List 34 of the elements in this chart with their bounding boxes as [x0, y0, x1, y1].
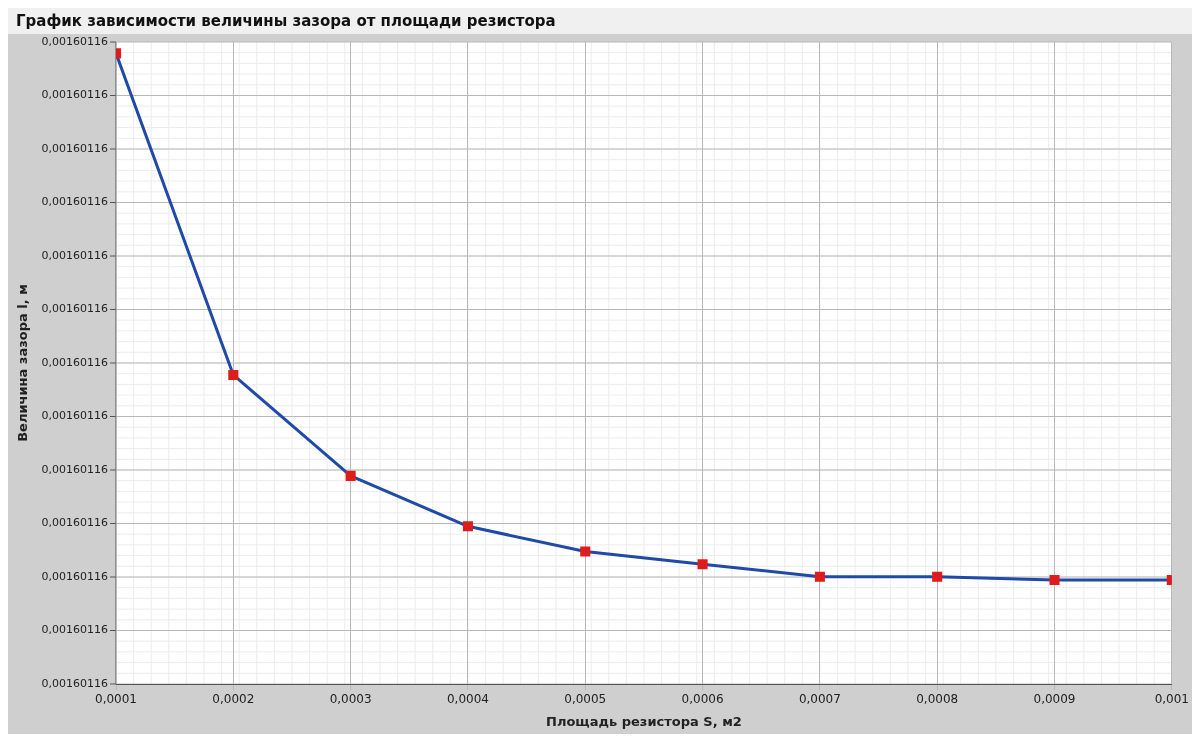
- point: [345, 470, 356, 481]
- x-tick-label: 0,0006: [681, 692, 724, 707]
- x-tick-label: 0,0001: [95, 692, 137, 707]
- x-tick-label: 0,0008: [916, 692, 959, 707]
- x-axis-title: Площадь резистора S, м2: [546, 713, 742, 729]
- x-tick-label: 0,0007: [798, 692, 841, 707]
- text: 0,00160116: [41, 88, 108, 102]
- x-tick-label: 0,001: [1154, 692, 1189, 707]
- point: [228, 369, 239, 381]
- point: [697, 559, 708, 570]
- x-tick-label: 0,0002: [212, 692, 255, 707]
- point: [462, 521, 473, 532]
- text: 0,00160116: [41, 516, 108, 530]
- text: 0,00160116: [41, 195, 108, 209]
- point: [932, 571, 943, 582]
- text: 0,00160116: [41, 248, 108, 262]
- chart-title: График зависимости величины зазора от площади резистора: [15, 11, 557, 32]
- point: [580, 546, 591, 557]
- point: [1049, 574, 1060, 585]
- text: 0,00160116: [41, 355, 108, 369]
- text: 0,00160116: [41, 409, 108, 423]
- text: 0,00160116: [41, 462, 108, 476]
- text: 0,00160116: [41, 676, 108, 690]
- text: 0,00160116: [41, 623, 108, 637]
- x-tick-label: 0,0009: [1033, 692, 1076, 707]
- text: 0,00160116: [41, 569, 108, 583]
- x-tick-label: 0,0003: [329, 692, 372, 707]
- y-axis-title: Величина зазора l, м: [15, 284, 31, 442]
- text: 0,00160116: [41, 34, 108, 48]
- text: 0,00160116: [41, 141, 108, 155]
- text: 0,00160116: [41, 302, 108, 316]
- x-tick-label: 0,0005: [564, 692, 607, 707]
- point: [814, 571, 825, 582]
- x-tick-label: 0,0004: [446, 692, 489, 707]
